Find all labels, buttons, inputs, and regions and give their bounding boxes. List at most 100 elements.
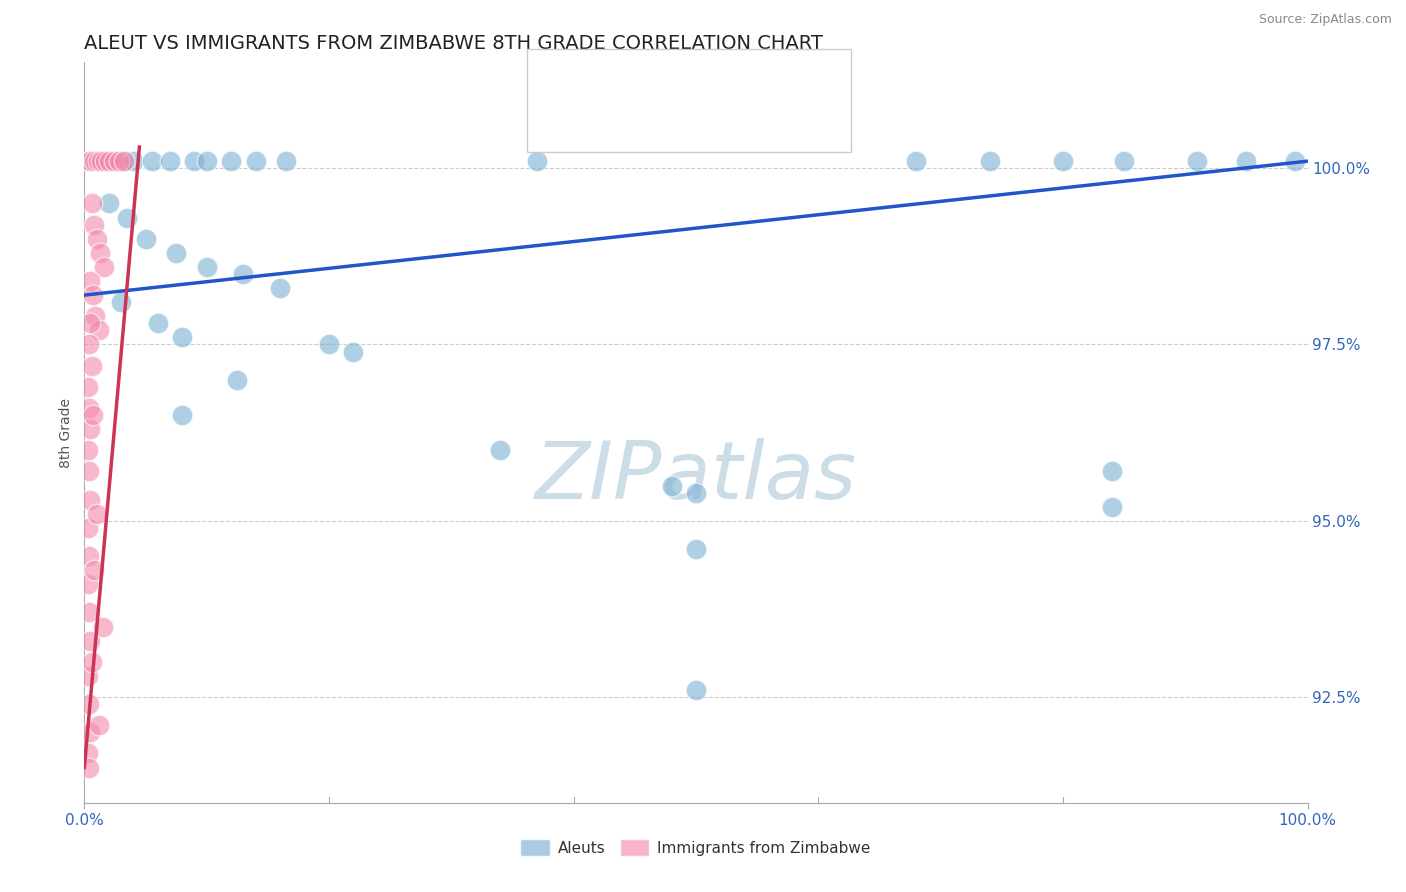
Point	[83, 563, 105, 577]
Point	[77, 669, 100, 683]
Point	[122, 154, 145, 169]
Point	[83, 218, 105, 232]
Point	[84, 310, 107, 324]
Point	[1114, 154, 1136, 169]
Point	[96, 154, 118, 169]
Point	[318, 337, 340, 351]
Point	[77, 380, 100, 394]
Point	[86, 232, 108, 246]
Point	[77, 521, 100, 535]
Point	[172, 408, 194, 422]
Point	[183, 154, 205, 169]
Text: N =: N =	[725, 116, 762, 134]
Point	[141, 154, 163, 169]
Point	[82, 408, 104, 422]
Point	[87, 154, 110, 169]
Text: R =: R =	[600, 116, 636, 134]
Text: N =: N =	[725, 69, 762, 87]
Point	[135, 232, 157, 246]
Point	[80, 655, 103, 669]
Point	[82, 288, 104, 302]
Point	[489, 443, 512, 458]
Text: ZIPatlas: ZIPatlas	[534, 438, 858, 516]
Point	[685, 541, 707, 556]
Point	[661, 478, 683, 492]
Point	[1187, 154, 1209, 169]
Point	[103, 154, 125, 169]
Point	[86, 154, 108, 169]
Point	[77, 401, 100, 415]
Point	[79, 492, 101, 507]
Point	[91, 619, 114, 633]
Point	[77, 443, 100, 458]
Point	[172, 330, 194, 344]
Point	[232, 267, 254, 281]
Point	[93, 260, 115, 274]
Point	[685, 485, 707, 500]
Point	[110, 295, 132, 310]
Point	[1101, 500, 1123, 514]
Point	[905, 154, 928, 169]
Point	[195, 154, 218, 169]
Point	[77, 549, 100, 563]
Text: ALEUT VS IMMIGRANTS FROM ZIMBABWE 8TH GRADE CORRELATION CHART: ALEUT VS IMMIGRANTS FROM ZIMBABWE 8TH GR…	[84, 34, 824, 53]
Point	[276, 154, 298, 169]
FancyBboxPatch shape	[546, 108, 588, 142]
Point	[1236, 154, 1258, 169]
Text: 43: 43	[778, 116, 801, 134]
Point	[342, 344, 364, 359]
Point	[89, 245, 111, 260]
Point	[979, 154, 1001, 169]
Point	[1284, 154, 1306, 169]
Point	[97, 196, 120, 211]
Point	[86, 507, 108, 521]
Point	[115, 211, 138, 225]
Point	[1101, 464, 1123, 478]
Point	[159, 154, 181, 169]
Point	[94, 154, 117, 169]
Point	[195, 260, 218, 274]
Point	[90, 154, 112, 169]
Point	[77, 577, 100, 591]
Point	[79, 154, 101, 169]
Point	[77, 697, 100, 711]
Point	[97, 154, 120, 169]
Point	[87, 323, 110, 337]
Point	[219, 154, 242, 169]
Point	[79, 725, 101, 739]
Point	[226, 373, 249, 387]
Point	[112, 154, 135, 169]
Point	[79, 422, 101, 436]
Point	[77, 606, 100, 620]
Point	[79, 633, 101, 648]
Point	[79, 316, 101, 330]
Point	[77, 464, 100, 478]
Point	[526, 154, 548, 169]
Text: 0.245: 0.245	[652, 69, 704, 87]
Point	[112, 154, 135, 169]
Legend: Aleuts, Immigrants from Zimbabwe: Aleuts, Immigrants from Zimbabwe	[515, 834, 877, 862]
Point	[77, 747, 100, 761]
Text: R =: R =	[600, 69, 636, 87]
Point	[77, 337, 100, 351]
Point	[80, 196, 103, 211]
Point	[146, 316, 169, 330]
Point	[685, 683, 707, 698]
Y-axis label: 8th Grade: 8th Grade	[59, 398, 73, 467]
Point	[104, 154, 127, 169]
Text: 56: 56	[778, 69, 801, 87]
Point	[269, 281, 291, 295]
Point	[165, 245, 187, 260]
Point	[87, 718, 110, 732]
Point	[83, 154, 105, 169]
Point	[79, 154, 101, 169]
Point	[77, 760, 100, 774]
Point	[107, 154, 129, 169]
Text: 0.351: 0.351	[652, 116, 704, 134]
FancyBboxPatch shape	[546, 61, 588, 95]
Point	[80, 359, 103, 373]
Point	[79, 274, 101, 288]
Point	[1052, 154, 1074, 169]
Text: Source: ZipAtlas.com: Source: ZipAtlas.com	[1258, 13, 1392, 27]
Point	[245, 154, 267, 169]
